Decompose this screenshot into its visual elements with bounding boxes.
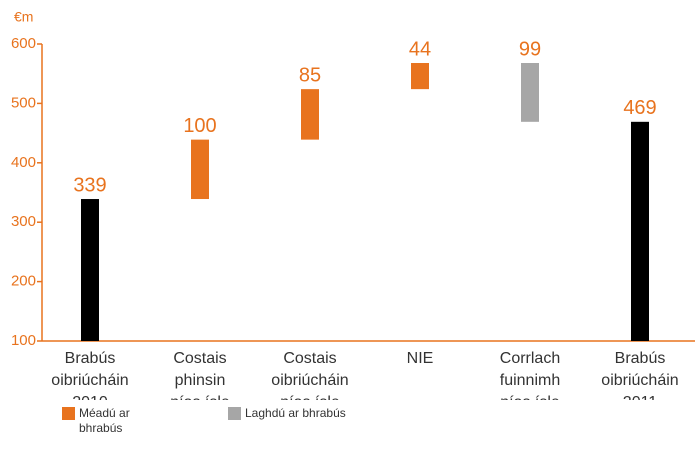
bar xyxy=(631,121,649,342)
bar xyxy=(191,139,209,200)
data-label: 100 xyxy=(183,115,216,137)
unit-label: €m xyxy=(14,9,33,25)
x-tick-label: oibriúcháin xyxy=(51,372,128,389)
x-tick-label: Costais xyxy=(173,350,226,367)
y-tick-label: 100 xyxy=(11,332,36,349)
y-tick-label: 400 xyxy=(11,154,36,171)
data-label: 469 xyxy=(623,97,656,119)
y-tick-label: 500 xyxy=(11,94,36,111)
y-tick-label: 200 xyxy=(11,273,36,290)
y-tick-label: 600 xyxy=(11,35,36,52)
chart: €m 100 200 300 400 500 600 339 Brabús oibriúchái… xyxy=(11,9,695,400)
x-tick-label: oibriúcháin xyxy=(271,372,348,389)
bar xyxy=(411,63,429,90)
x-tick-label: oibriúcháin xyxy=(601,372,678,389)
x-tick-label: Brabús xyxy=(65,350,116,367)
data-label: 44 xyxy=(409,38,431,60)
data-label: 85 xyxy=(299,64,321,86)
legend-item: Laghdú ar bhrabús xyxy=(228,406,346,421)
legend-label: Laghdú ar bhrabús xyxy=(245,406,346,420)
x-tick-label: níos ísle xyxy=(500,394,560,400)
legend-item: Méadú ar bhrabús xyxy=(62,406,149,436)
legend-swatch xyxy=(228,407,241,420)
bar xyxy=(81,199,99,341)
x-tick-label: Corrlach xyxy=(500,350,560,367)
x-tick-label: Costais xyxy=(283,350,336,367)
legend-swatch xyxy=(62,407,75,420)
x-tick-label: 2010 xyxy=(72,394,108,400)
x-tick-label: phinsin xyxy=(175,372,226,389)
x-tick-label: níos ísle xyxy=(280,394,340,400)
x-tick-label: 2011 xyxy=(623,394,658,400)
data-label: 339 xyxy=(73,174,106,196)
x-tick-label: NIE xyxy=(407,350,434,367)
x-tick-label: Brabús xyxy=(615,350,666,367)
bar xyxy=(301,89,319,140)
x-tick-label: níos ísle xyxy=(170,394,230,400)
y-tick-label: 300 xyxy=(11,213,36,230)
legend-label: Méadú ar bhrabús xyxy=(79,406,130,435)
bar xyxy=(521,63,539,122)
data-label: 99 xyxy=(519,38,541,60)
x-tick-label: fuinnimh xyxy=(500,372,560,389)
